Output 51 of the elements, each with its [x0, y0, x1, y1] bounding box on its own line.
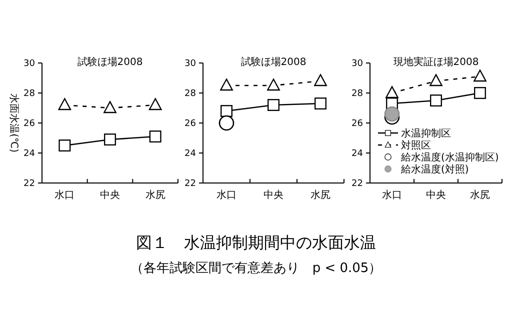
y-tick-label: 26 [24, 119, 36, 129]
y-tick-label: 28 [24, 89, 36, 99]
point [58, 140, 71, 152]
point [268, 99, 280, 111]
point [314, 74, 327, 86]
legend-label: 給水温度(対照) [400, 164, 469, 176]
y-tick-label: 26 [352, 119, 364, 129]
x-tick-label: 水尻 [145, 189, 166, 201]
y-tick-label: 26 [184, 119, 196, 129]
point [149, 130, 162, 142]
x-tick-label: 水口 [216, 189, 236, 201]
y-tick-label: 22 [24, 179, 35, 189]
y-tick-label: 24 [352, 149, 364, 159]
legend-label: 水温抑制区 [401, 128, 451, 140]
text: （各年試験区間で有意差あり p < 0.05） [130, 261, 382, 276]
point [148, 98, 162, 110]
y-tick-label: 30 [24, 59, 36, 69]
y-tick-label: 22 [352, 179, 363, 189]
y-tick-label: 24 [24, 149, 36, 159]
x-tick-label: 水口 [382, 189, 402, 201]
point [104, 134, 116, 146]
point [474, 70, 486, 82]
x-tick-label: 水尻 [470, 189, 490, 201]
chart-title: 試験ほ場2008 [77, 56, 143, 68]
caption: 図１ 水温抑制期間中の水面水温 [136, 233, 376, 252]
chart-title: 現地実証ほ場2008 [393, 56, 479, 68]
x-tick-label: 水尻 [310, 189, 330, 201]
point [220, 105, 232, 117]
point [474, 87, 486, 99]
x-tick-label: 水口 [54, 189, 75, 201]
y-tick-label: 30 [184, 59, 196, 69]
y-tick-label: 24 [184, 149, 196, 159]
y-tick-label: 28 [352, 89, 364, 99]
legend-label: 給水温度(水温抑制区) [400, 152, 499, 164]
point [314, 98, 326, 110]
point [386, 86, 398, 98]
point [104, 101, 116, 114]
point [267, 78, 280, 91]
point [58, 98, 72, 110]
point [220, 78, 233, 91]
y-tick-label: 22 [184, 179, 196, 189]
legend-label: 対照区 [401, 140, 431, 152]
x-tick-label: 中央 [100, 189, 120, 201]
x-tick-label: 中央 [426, 189, 446, 201]
x-tick-label: 中央 [264, 189, 284, 201]
y-axis-title: 水面水温(℃) [8, 93, 20, 153]
y-tick-label: 28 [184, 89, 196, 99]
point [430, 74, 442, 86]
chart-title: 試験ほ場2008 [240, 56, 306, 68]
point [430, 94, 442, 106]
y-tick-label: 30 [352, 59, 364, 69]
